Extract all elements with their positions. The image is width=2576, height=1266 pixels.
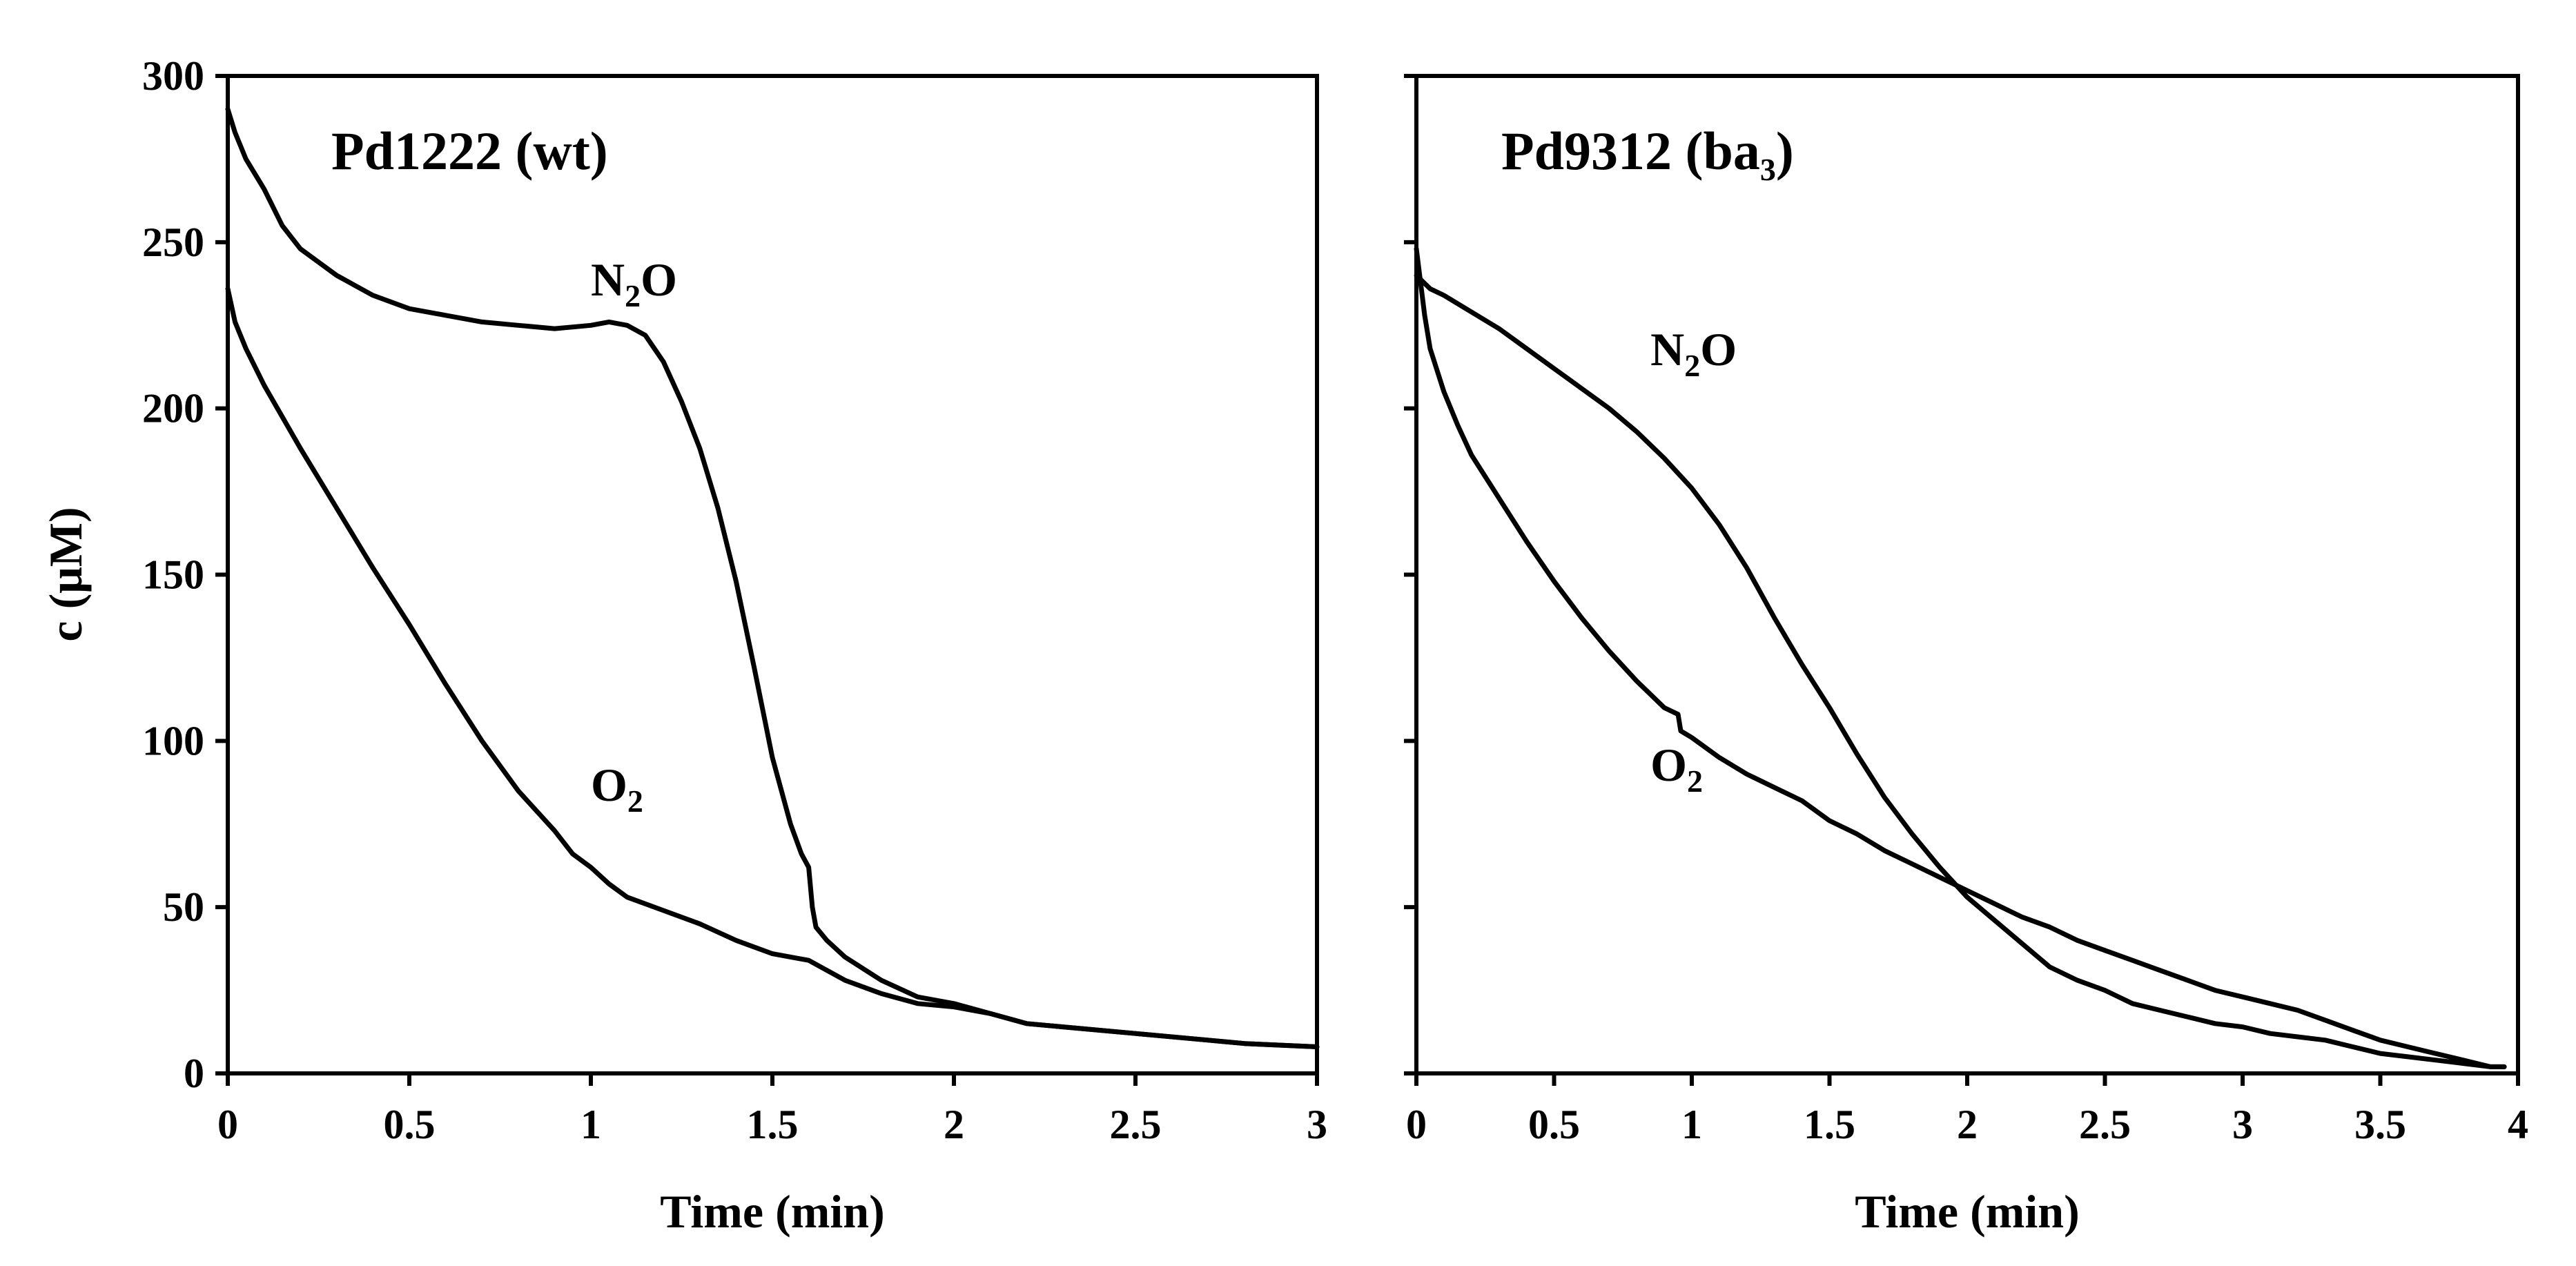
y-tick-label: 200 [142,386,204,431]
panel-ba3: 0 0.5 1 1.5 2 2.5 3 3.5 4 N2O O2 Pd9312 (ba3) Tim… [1404,74,2528,1238]
y-tick-label: 0 [184,1051,204,1096]
series-lines [1414,246,2507,1069]
series-label-n2o: N2O [1650,323,1737,383]
x-tick-label: 0 [217,1102,238,1147]
x-tick-label: 2 [944,1102,964,1147]
x-axis-title: Time (min) [660,1185,885,1238]
series-labels: N2O O2 [591,253,677,819]
y-axis-title: c (μM) [39,507,92,641]
x-tick-label: 0.5 [1528,1102,1580,1147]
series-labels: N2O O2 [1650,323,1737,799]
panel-title: Pd1222 (wt) [331,121,608,181]
x-tick-label: 3.5 [2354,1102,2406,1147]
panel-wt: 0 50 100 150 200 250 300 0 0.5 1 1.5 2 2.5 3 N2O O2 P… [39,53,1327,1238]
x-tick-label: 0.5 [384,1102,436,1147]
x-tick-label: 2.5 [2079,1102,2131,1147]
y-ticks: 0 50 100 150 200 250 300 [142,53,228,1096]
x-tick-label: 1.5 [747,1102,799,1147]
plot-area-frame [1414,74,2520,1075]
series-line-o2 [1414,246,2507,1069]
y-tick-label: 100 [142,718,204,763]
x-tick-label: 0 [1406,1102,1427,1147]
x-ticks: 0 0.5 1 1.5 2 2.5 3 [217,1073,1327,1147]
x-axis-title: Time (min) [1855,1185,2080,1238]
y-tick-label: 50 [163,884,204,930]
series-label-o2: O2 [1650,739,1703,799]
x-tick-label: 1 [580,1102,601,1147]
x-tick-label: 1.5 [1804,1102,1855,1147]
x-tick-label: 3 [2232,1102,2253,1147]
x-tick-label: 4 [2508,1102,2528,1147]
plot-area-frame [226,74,1319,1075]
x-tick-label: 1 [1681,1102,1702,1147]
x-tick-label: 3 [1307,1102,1327,1147]
panel-title: Pd9312 (ba3) [1501,121,1794,187]
series-line-o2 [225,286,1320,1049]
series-line-n2o [1414,273,2507,1069]
series-label-n2o: N2O [591,253,677,313]
series-line-n2o [225,106,1320,1049]
series-lines [225,106,1320,1049]
x-tick-label: 2 [1957,1102,1978,1147]
series-label-o2: O2 [591,759,643,819]
y-tick-label: 300 [142,53,204,99]
y-tick-label: 250 [142,220,204,265]
x-ticks: 0 0.5 1 1.5 2 2.5 3 3.5 4 [1406,1073,2528,1147]
x-tick-label: 2.5 [1110,1102,1162,1147]
y-tick-label: 150 [142,552,204,598]
